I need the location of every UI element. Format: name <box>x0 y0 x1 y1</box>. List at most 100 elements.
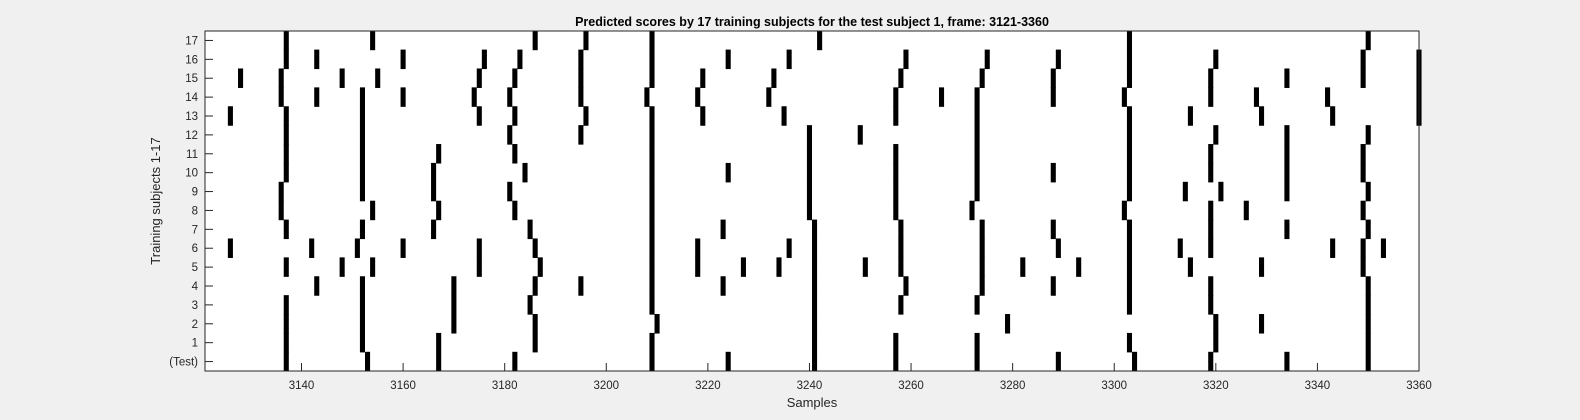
prediction-mark <box>786 238 792 258</box>
prediction-mark <box>806 125 812 145</box>
prediction-mark <box>1208 295 1214 315</box>
prediction-mark <box>278 200 284 221</box>
prediction-mark <box>1213 49 1219 70</box>
prediction-mark <box>436 144 442 164</box>
prediction-mark <box>476 238 482 258</box>
prediction-mark <box>309 238 315 258</box>
y-tick-label: 15 <box>185 73 198 85</box>
x-tick-label: 3220 <box>695 380 721 392</box>
prediction-mark <box>278 68 284 88</box>
prediction-mark <box>725 49 731 70</box>
prediction-mark <box>812 314 818 334</box>
prediction-mark <box>476 68 482 88</box>
prediction-mark <box>1365 181 1371 202</box>
prediction-mark <box>1284 125 1290 145</box>
prediction-mark <box>649 162 655 183</box>
prediction-mark <box>974 181 980 202</box>
prediction-mark <box>812 219 818 240</box>
prediction-mark <box>1284 162 1290 183</box>
prediction-mark <box>1050 162 1056 183</box>
prediction-mark <box>375 68 381 88</box>
prediction-mark <box>695 238 701 258</box>
prediction-mark <box>974 332 980 353</box>
prediction-mark <box>1050 219 1056 240</box>
prediction-mark <box>1020 257 1026 277</box>
x-tick-label: 3180 <box>492 380 518 392</box>
prediction-mark <box>1360 200 1366 221</box>
prediction-mark <box>578 87 584 107</box>
prediction-mark <box>984 49 990 70</box>
prediction-mark <box>649 332 655 353</box>
prediction-mark <box>893 87 899 107</box>
prediction-mark <box>1365 30 1371 51</box>
prediction-mark <box>1126 181 1133 202</box>
prediction-mark <box>1126 332 1133 353</box>
prediction-mark <box>649 49 655 70</box>
plot-frame <box>204 30 1420 372</box>
prediction-mark <box>1208 276 1214 296</box>
prediction-mark <box>1360 49 1366 70</box>
prediction-mark <box>1284 351 1290 372</box>
prediction-mark <box>512 351 518 372</box>
prediction-mark <box>1126 295 1133 315</box>
prediction-mark <box>771 68 777 88</box>
prediction-mark <box>1121 200 1127 221</box>
prediction-mark <box>898 257 904 277</box>
prediction-mark <box>979 238 985 258</box>
prediction-mark <box>700 68 706 88</box>
prediction-mark <box>314 276 320 296</box>
prediction-mark <box>1360 257 1366 277</box>
prediction-mark <box>649 276 655 296</box>
prediction-mark <box>359 219 366 240</box>
prediction-mark <box>451 276 457 296</box>
prediction-mark <box>974 162 980 183</box>
prediction-mark <box>365 351 371 372</box>
y-tick-label: 9 <box>192 187 198 199</box>
prediction-mark <box>654 314 660 334</box>
prediction-mark <box>1126 49 1133 70</box>
prediction-mark <box>1213 332 1219 353</box>
prediction-mark <box>1126 162 1133 183</box>
prediction-mark <box>974 106 980 126</box>
prediction-mark <box>283 295 289 315</box>
prediction-mark <box>1330 238 1336 258</box>
prediction-mark <box>359 314 366 334</box>
prediction-mark <box>370 257 376 277</box>
prediction-mark <box>1365 351 1371 372</box>
prediction-mark <box>512 144 518 164</box>
prediction-mark <box>649 125 655 145</box>
prediction-mark <box>644 87 650 107</box>
prediction-mark <box>740 257 746 277</box>
prediction-mark <box>1126 238 1133 258</box>
prediction-mark <box>1360 238 1366 258</box>
prediction-mark <box>1126 276 1133 296</box>
prediction-mark <box>1284 68 1290 88</box>
prediction-mark <box>725 351 731 372</box>
prediction-mark <box>1126 125 1133 145</box>
prediction-mark <box>532 30 538 51</box>
prediction-mark <box>857 125 863 145</box>
prediction-mark <box>507 87 513 107</box>
prediction-mark <box>974 87 980 107</box>
prediction-mark <box>1284 144 1290 164</box>
data-marks <box>227 30 1422 372</box>
x-tick-label: 3340 <box>1305 380 1331 392</box>
prediction-mark <box>359 295 366 315</box>
prediction-mark <box>370 30 376 51</box>
x-tick-label: 3200 <box>593 380 619 392</box>
prediction-mark <box>1365 219 1371 240</box>
prediction-mark <box>1360 144 1366 164</box>
prediction-mark <box>649 257 655 277</box>
x-tick-label: 3260 <box>898 380 924 392</box>
prediction-mark <box>1126 30 1133 51</box>
prediction-mark <box>359 162 366 183</box>
prediction-mark <box>766 87 772 107</box>
y-tick-label: 16 <box>185 54 198 66</box>
prediction-mark <box>1208 200 1214 221</box>
prediction-mark <box>1213 125 1219 145</box>
x-tick-label: 3320 <box>1203 380 1229 392</box>
x-tick-label: 3140 <box>289 380 315 392</box>
prediction-mark <box>1258 106 1265 126</box>
prediction-mark <box>1253 87 1259 107</box>
